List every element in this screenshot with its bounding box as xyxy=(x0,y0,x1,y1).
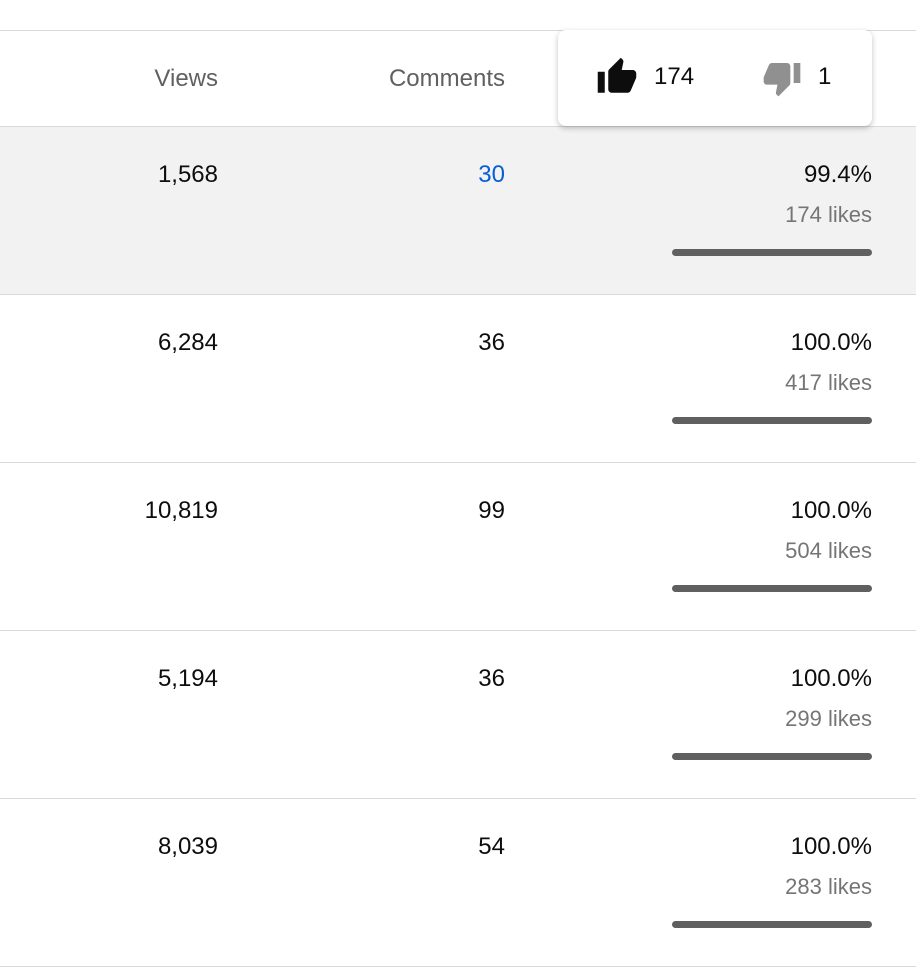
comments-cell: 99 xyxy=(478,497,505,524)
like-ratio: 100.0% xyxy=(790,833,872,860)
row-border xyxy=(0,630,916,631)
views-cell: 1,568 xyxy=(157,161,218,188)
header-border xyxy=(0,126,916,127)
comments-header: Comments xyxy=(388,65,505,92)
ratio-bar xyxy=(672,249,872,256)
comments-cell: 36 xyxy=(478,329,505,356)
like-ratio: 100.0% xyxy=(790,665,872,692)
row-highlight xyxy=(0,127,916,295)
views-cell: 6,284 xyxy=(157,329,218,356)
comments-cell: 36 xyxy=(478,665,505,692)
views-cell: 8,039 xyxy=(157,833,218,860)
views-cell: 5,194 xyxy=(157,665,218,692)
like-ratio: 99.4% xyxy=(803,161,872,188)
ratio-bar xyxy=(672,585,872,592)
comments-cell[interactable]: 30 xyxy=(478,161,505,188)
comments-cell: 54 xyxy=(478,833,505,860)
row-border xyxy=(0,462,916,463)
views-cell: 10,819 xyxy=(144,497,218,524)
top-border xyxy=(0,30,916,31)
ratio-bar xyxy=(672,753,872,760)
like-ratio: 100.0% xyxy=(790,329,872,356)
row-border xyxy=(0,798,916,799)
thumb-up-icon xyxy=(597,57,637,93)
like-count: 283 likes xyxy=(785,874,872,899)
like-count: 299 likes xyxy=(785,706,872,731)
like-count: 174 xyxy=(654,63,695,90)
ratio-bar xyxy=(672,921,872,928)
like-ratio: 100.0% xyxy=(790,497,872,524)
row-border xyxy=(0,294,916,295)
ratio-bar xyxy=(672,417,872,424)
like-tooltip: 174 1 xyxy=(558,30,872,126)
like-count: 504 likes xyxy=(785,538,872,563)
views-header: Views xyxy=(154,65,218,92)
dislike-count: 1 xyxy=(818,63,832,90)
like-count: 174 likes xyxy=(785,202,872,227)
like-count: 417 likes xyxy=(785,370,872,395)
thumb-down-icon xyxy=(763,63,801,97)
